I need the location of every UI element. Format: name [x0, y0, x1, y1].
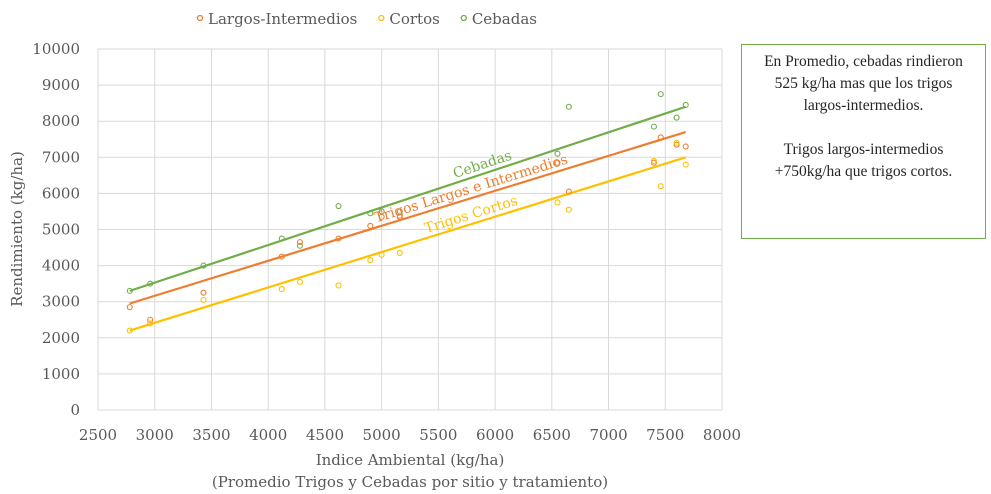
y-tick-label: 4000 [42, 257, 80, 275]
y-tick-label: 1000 [42, 365, 80, 383]
data-point [650, 123, 657, 130]
legend-label: Cebadas [472, 10, 537, 28]
data-point [673, 114, 680, 121]
data-point [367, 210, 374, 217]
data-point [673, 141, 680, 148]
data-point [147, 316, 154, 323]
y-tick-label: 8000 [42, 112, 80, 130]
y-tick-label: 9000 [42, 76, 80, 94]
data-point [296, 239, 303, 246]
data-point [296, 278, 303, 285]
trend-line [129, 105, 687, 292]
data-point [200, 262, 207, 269]
data-point [554, 199, 561, 206]
legend-marker [378, 14, 385, 22]
data-point [554, 150, 561, 157]
data-point [682, 143, 689, 150]
data-point [147, 280, 154, 287]
data-point [682, 161, 689, 168]
data-point [565, 103, 572, 110]
data-point [378, 208, 385, 215]
legend-marker [460, 14, 467, 22]
x-tick-label: 6500 [533, 426, 571, 444]
data-point [396, 249, 403, 257]
x-tick-label: 8000 [703, 426, 741, 444]
data-point [278, 235, 285, 242]
trend-line [129, 156, 687, 332]
y-tick-label: 7000 [42, 148, 80, 166]
data-point [367, 222, 374, 229]
data-point [126, 327, 133, 334]
annotation-box: En Promedio, cebadas rindieron 525 kg/ha… [741, 44, 986, 239]
data-point [126, 287, 133, 294]
data-point [147, 320, 154, 327]
x-tick-label: 7000 [589, 426, 627, 444]
x-tick-label: 5000 [363, 426, 401, 444]
y-tick-label: 2000 [42, 329, 80, 347]
y-axis-title: Rendimiento (kg/ha) [8, 151, 26, 307]
x-axis-subtitle: (Promedio Trigos y Cebadas por sitio y t… [212, 473, 608, 491]
data-point [200, 296, 207, 303]
x-tick-label: 4000 [249, 426, 287, 444]
data-point [657, 183, 664, 190]
legend-label: Cortos [389, 10, 439, 28]
data-point [682, 101, 689, 109]
data-point [335, 235, 342, 242]
annotation-paragraph-1: En Promedio, cebadas rindieron 525 kg/ha… [764, 53, 963, 114]
data-point [565, 188, 572, 195]
x-tick-label: 5500 [419, 426, 457, 444]
data-point [335, 202, 342, 210]
x-tick-label: 6000 [476, 426, 514, 444]
data-point [650, 159, 657, 166]
x-tick-label: 4500 [306, 426, 344, 444]
data-point [565, 206, 572, 213]
x-tick-label: 3500 [192, 426, 230, 444]
data-point [673, 139, 680, 146]
annotation-paragraph-2: Trigos largos-intermedios +750kg/ha que … [774, 141, 953, 180]
x-axis-title: Indice Ambiental (kg/ha) [316, 451, 505, 469]
x-tick-label: 2500 [79, 426, 117, 444]
data-point [335, 282, 342, 289]
y-tick-label: 10000 [32, 40, 80, 58]
y-tick-label: 6000 [42, 184, 80, 202]
data-point [657, 134, 664, 141]
data-point [650, 157, 657, 164]
y-tick-label: 5000 [42, 221, 80, 239]
data-point [200, 289, 207, 296]
data-point [296, 242, 303, 249]
data-point [278, 286, 285, 293]
y-tick-label: 3000 [42, 293, 80, 311]
data-point [378, 251, 385, 258]
data-point [367, 257, 374, 264]
legend-label: Largos-Intermedios [208, 10, 357, 28]
x-tick-label: 3000 [136, 426, 174, 444]
data-point [126, 304, 133, 311]
data-point [554, 159, 561, 166]
data-point [396, 208, 403, 215]
data-point [657, 91, 664, 98]
legend-marker [196, 14, 204, 22]
data-point [278, 253, 285, 260]
trend-line [129, 130, 687, 305]
y-tick-label: 0 [70, 401, 80, 419]
x-tick-label: 7500 [646, 426, 684, 444]
